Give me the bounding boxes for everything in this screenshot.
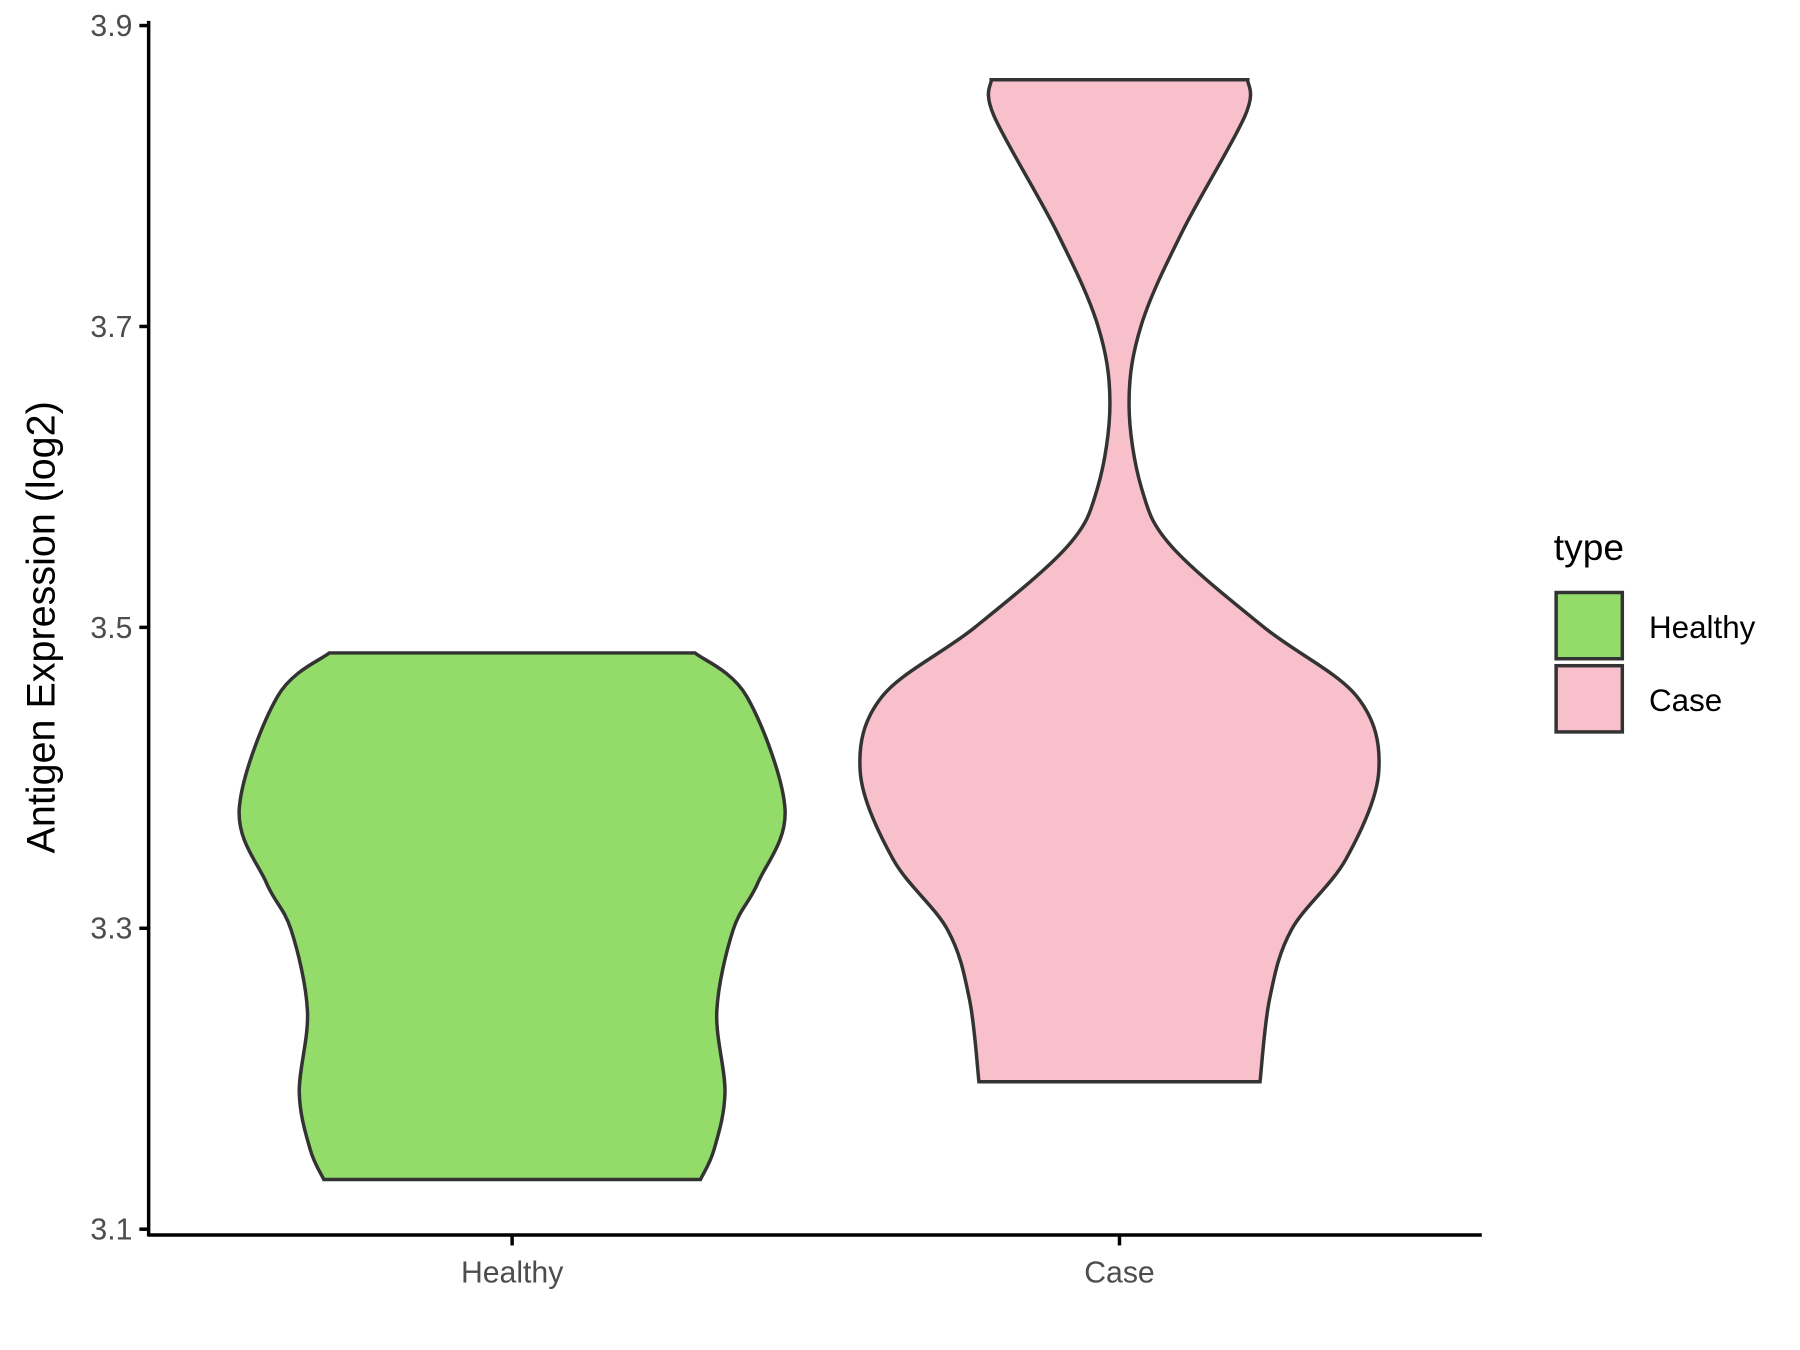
legend-key-healthy: [1554, 590, 1625, 661]
legend-label: Healthy: [1649, 610, 1756, 645]
x-tick-label: Case: [1084, 1257, 1154, 1290]
violins: [237, 77, 1381, 1182]
y-tick-label: 3.1: [90, 1214, 132, 1247]
y-tick-label: 3.3: [90, 913, 132, 946]
violin-healthy: [237, 651, 787, 1182]
legend-label: Case: [1649, 683, 1722, 718]
y-ticks: 3.1 3.3 3.5 3.7 3.9: [90, 10, 149, 1247]
x-tick-label: Healthy: [461, 1257, 564, 1290]
y-tick-label: 3.5: [90, 612, 132, 645]
legend: Healthy Case: [1554, 590, 1756, 734]
y-tick-label: 3.9: [90, 10, 132, 43]
x-ticks: Healthy Case: [461, 1234, 1155, 1290]
violin-case: [858, 77, 1381, 1084]
legend-title: type: [1554, 526, 1624, 568]
y-axis-label: Antigen Expression (log2): [20, 401, 64, 853]
legend-key-case: [1554, 663, 1625, 734]
y-tick-label: 3.7: [90, 311, 132, 344]
